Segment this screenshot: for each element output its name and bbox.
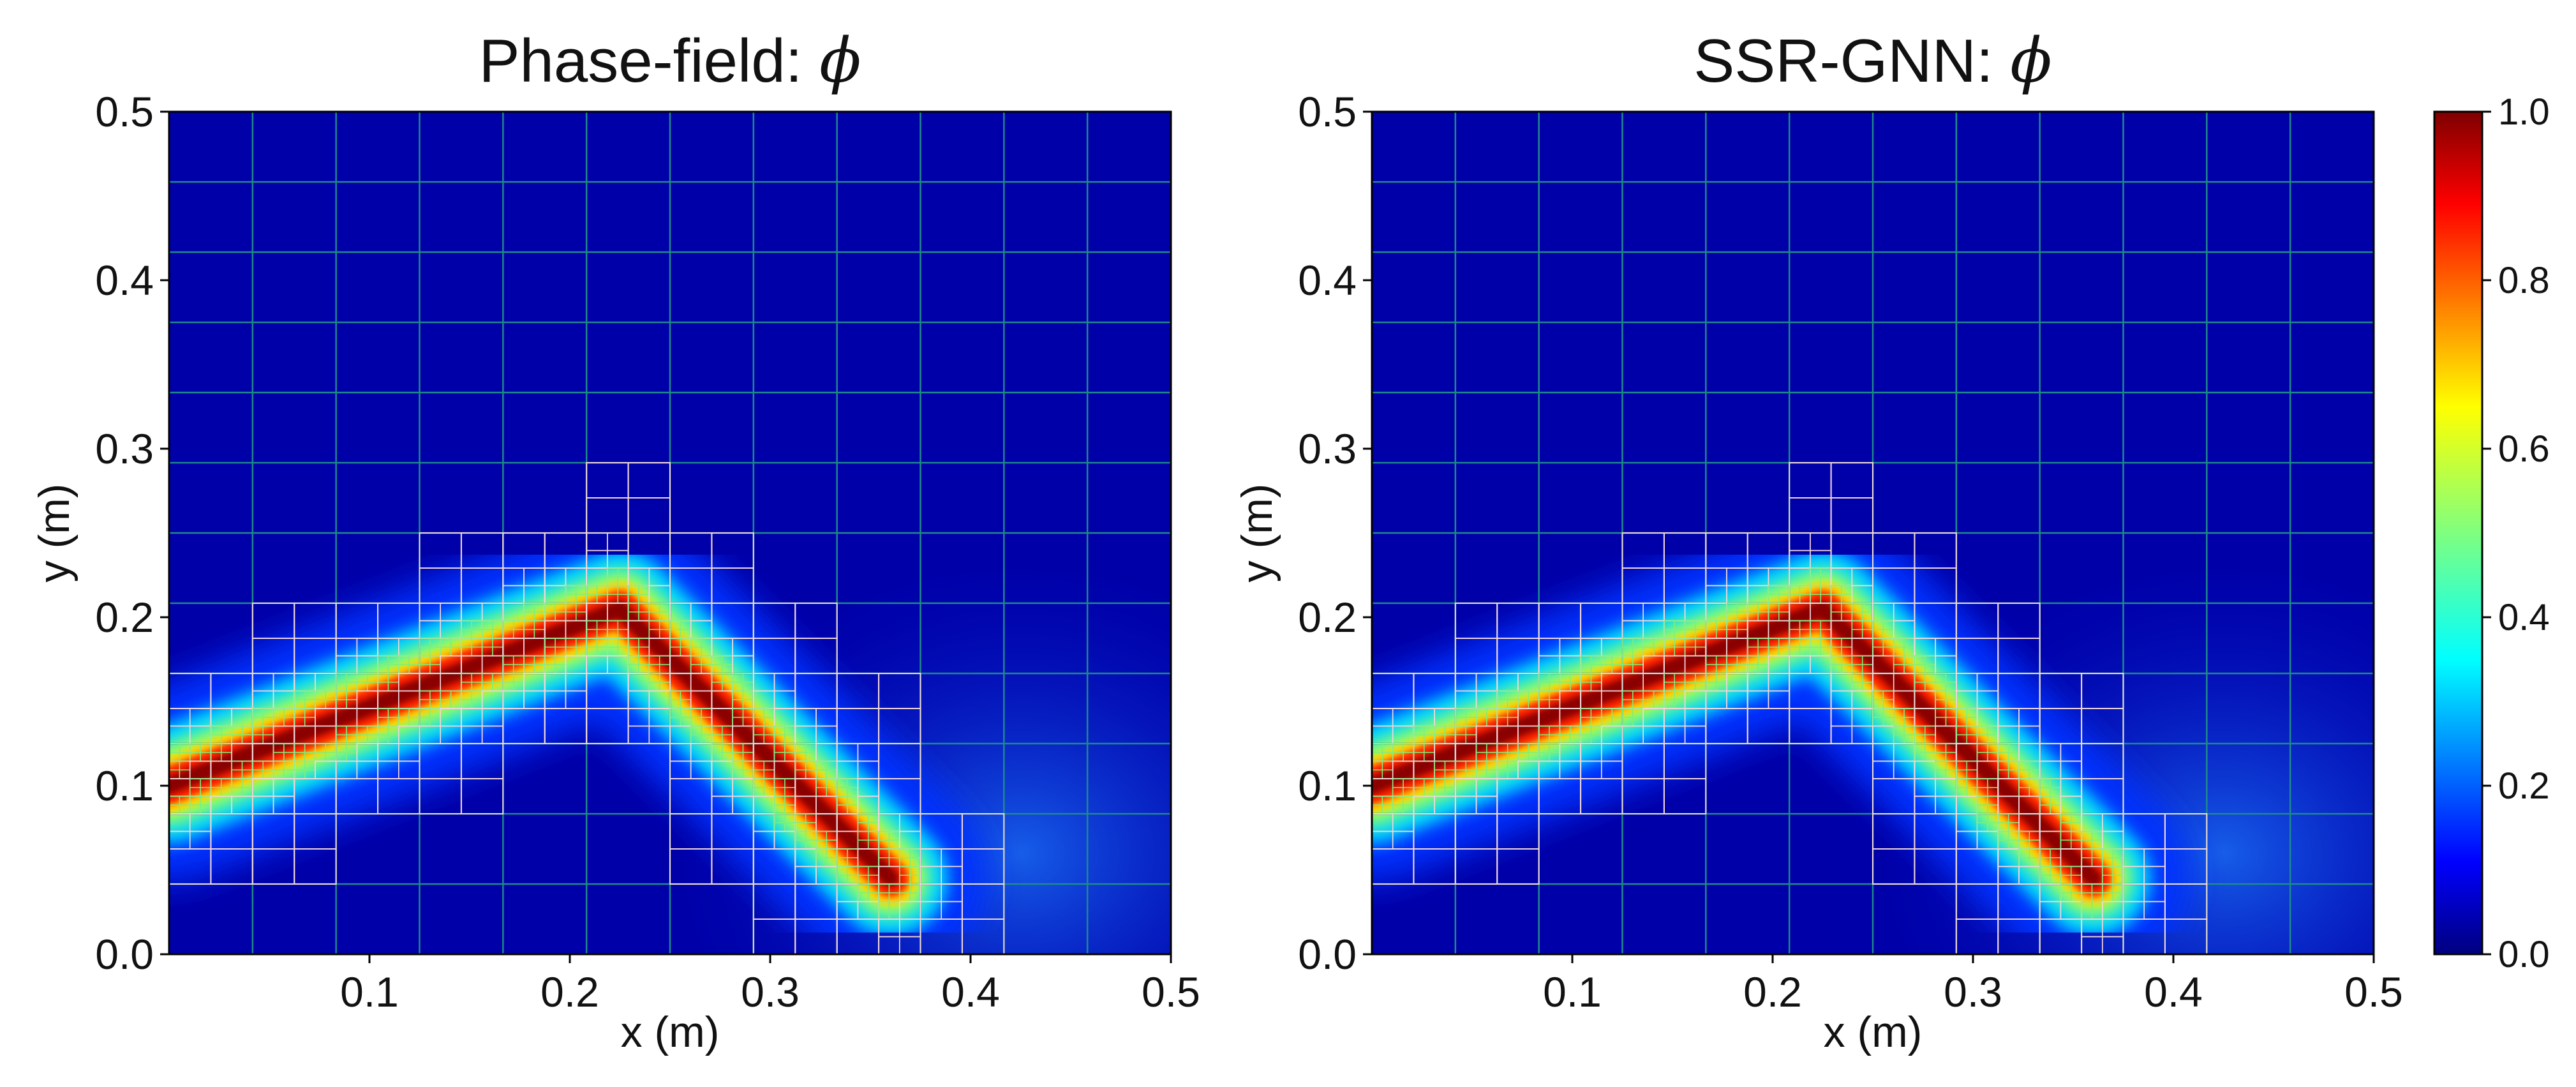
y-tick-label: 0.4: [95, 257, 154, 304]
y-tick-label: 0.5: [1298, 88, 1357, 135]
y-tick-label: 0.3: [95, 425, 154, 472]
x-tick-label: 0.2: [540, 968, 599, 1016]
x-axis-label: x (m): [621, 1008, 720, 1056]
y-axis-label: y (m): [1233, 484, 1281, 583]
mesh-cell: [961, 918, 1005, 954]
mesh-cell: [2164, 918, 2208, 954]
mesh-cell: [294, 848, 337, 885]
mesh-refined: [1372, 462, 2208, 954]
colorbar-tick-label: 0.6: [2498, 428, 2550, 470]
mesh-cell: [1663, 778, 1707, 814]
y-tick-label: 0.5: [95, 88, 154, 135]
y-axis: 0.0 0.1 0.2 0.3 0.4 0.5: [1298, 88, 1372, 978]
heatmap-panel-phase-field: Phase-field: ϕ 0.1 0.2 0.3 0.4 0.5 0.0 0.1 0.2…: [30, 25, 1200, 1056]
mesh-refined: [169, 462, 1005, 954]
y-axis-label: y (m): [30, 484, 78, 583]
crack-core: [1372, 599, 2103, 888]
y-tick-label: 0.1: [1298, 762, 1357, 809]
x-tick-label: 0.3: [741, 968, 800, 1016]
y-tick-label: 0.0: [95, 931, 154, 978]
colorbar-tick-label: 0.4: [2498, 597, 2550, 638]
x-tick-label: 0.5: [2344, 968, 2403, 1016]
y-tick-label: 0.3: [1298, 425, 1357, 472]
heatmap-area: [169, 112, 1171, 954]
chart-title: Phase-field: ϕ: [479, 25, 861, 96]
colorbar-tick-label: 0.2: [2498, 765, 2550, 807]
y-tick-label: 0.1: [95, 762, 154, 809]
x-tick-label: 0.4: [2144, 968, 2203, 1016]
axes-frame: [168, 110, 1172, 956]
y-tick-label: 0.0: [1298, 931, 1357, 978]
x-tick-label: 0.1: [1543, 968, 1602, 1016]
colorbar: 0.0 0.2 0.4 0.6 0.8 1.0: [2433, 91, 2550, 975]
x-tick-label: 0.2: [1743, 968, 1802, 1016]
colorbar-gradient: [2433, 110, 2483, 956]
heatmap-panel-ssr-gnn: SSR-GNN: ϕ 0.1 0.2 0.3 0.4 0.5 0.00.10.20.30…: [1233, 25, 2403, 1056]
axes-frame: [1371, 110, 2375, 956]
x-tick-label: 0.5: [1142, 968, 1200, 1016]
colorbar-tick-label: 1.0: [2498, 91, 2550, 133]
colorbar-ticks: 0.0 0.2 0.4 0.6 0.8 1.0: [2482, 91, 2550, 975]
mesh-cell: [1496, 848, 1540, 885]
x-axis: 0.1 0.2 0.3 0.4 0.5: [340, 954, 1200, 1016]
y-axis: 0.0 0.1 0.2 0.3 0.4 0.5: [95, 88, 169, 978]
heatmap-area: [1372, 112, 2374, 954]
x-axis: 0.1 0.2 0.3 0.4 0.5: [1543, 954, 2403, 1016]
x-tick-label: 0.3: [1944, 968, 2002, 1016]
chart-title: SSR-GNN: ϕ: [1694, 25, 2051, 96]
colorbar-tick-label: 0.0: [2498, 934, 2550, 975]
y-tick-label: 0.2: [1298, 594, 1357, 641]
x-tick-label: 0.4: [941, 968, 1000, 1016]
mesh-cell: [460, 778, 504, 814]
x-axis-label: x (m): [1824, 1008, 1923, 1056]
colorbar-tick-label: 0.8: [2498, 260, 2550, 301]
x-tick-label: 0.1: [340, 968, 399, 1016]
crack-core: [169, 599, 900, 888]
y-tick-label: 0.4: [1298, 257, 1357, 304]
y-tick-label: 0.2: [95, 594, 154, 641]
